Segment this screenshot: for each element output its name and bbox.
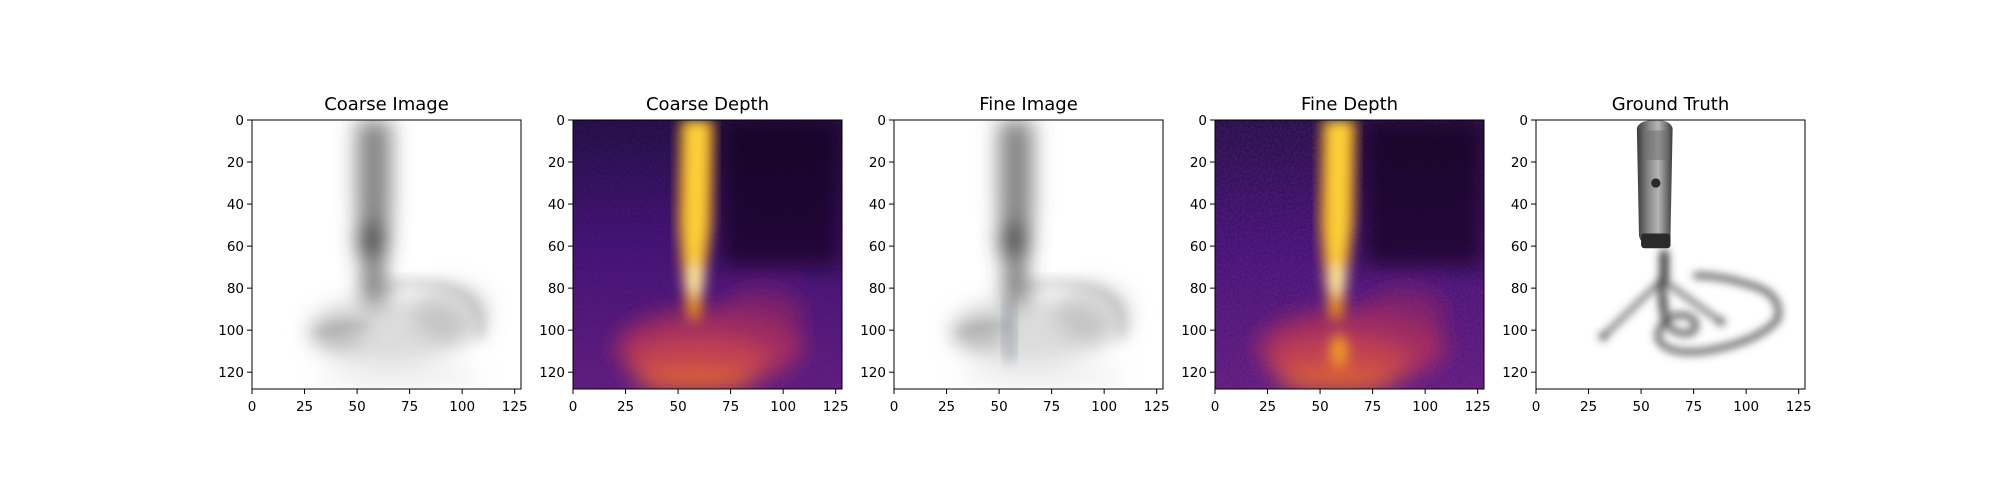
panel-coarse-depth: Coarse Depth 0 25 50 75 100 125 0 20 40 60 80 100 120 [539,94,848,415]
y-tick-label: 40 [1511,197,1528,213]
y-tick-label: 20 [869,155,886,171]
panel-title: Fine Image [979,94,1078,115]
x-tick-label: 100 [1412,399,1438,415]
y-tick-label: 0 [556,113,565,129]
panel-image [573,120,842,389]
panel-ground-truth: Ground Truth 0 25 50 75 100 125 0 20 40 60 80 100 120 [1502,94,1811,415]
y-tick-label: 120 [539,365,565,381]
y-tick-label: 60 [548,239,565,255]
y-tick-label: 0 [1519,113,1528,129]
x-tick-label: 50 [669,399,686,415]
panel-title: Ground Truth [1612,94,1730,115]
x-tick-label: 75 [722,399,739,415]
x-tick-label: 75 [1685,399,1702,415]
y-tick-label: 80 [227,281,244,297]
y-tick-label: 20 [227,155,244,171]
y-tick-label: 0 [877,113,886,129]
y-tick-label: 60 [1511,239,1528,255]
x-tick-label: 25 [938,399,955,415]
x-tick-label: 25 [617,399,634,415]
x-tick-label: 125 [823,399,849,415]
y-tick-label: 60 [1190,239,1207,255]
y-tick-label: 100 [860,323,886,339]
y-tick-label: 20 [548,155,565,171]
x-tick-label: 25 [1259,399,1276,415]
x-tick-label: 0 [1532,399,1541,415]
y-tick-label: 80 [1190,281,1207,297]
x-tick-label: 50 [348,399,365,415]
x-tick-label: 125 [502,399,528,415]
panel-fine-image: Fine Image 0 25 50 75 100 125 0 20 40 60 80 100 120 [860,94,1169,415]
y-tick-label: 20 [1511,155,1528,171]
y-tick-label: 60 [869,239,886,255]
x-tick-label: 50 [990,399,1007,415]
y-tick-label: 40 [227,197,244,213]
x-tick-label: 50 [1632,399,1649,415]
y-tick-label: 80 [1511,281,1528,297]
x-tick-label: 125 [1465,399,1491,415]
axes-frame [572,119,843,390]
x-tick-label: 0 [890,399,899,415]
x-tick-label: 75 [1364,399,1381,415]
x-tick-label: 125 [1786,399,1812,415]
x-tick-label: 0 [1211,399,1220,415]
y-tick-label: 100 [218,323,244,339]
axes-frame [893,119,1164,390]
y-tick-label: 0 [1198,113,1207,129]
x-tick-label: 75 [1043,399,1060,415]
y-tick-label: 120 [1502,365,1528,381]
y-tick-label: 60 [227,239,244,255]
panel-title: Coarse Image [324,94,449,115]
y-tick-label: 120 [218,365,244,381]
x-tick-label: 100 [770,399,796,415]
panel-image [252,120,521,389]
x-tick-label: 25 [296,399,313,415]
axes-frame [1535,119,1806,390]
panel-image [1215,120,1484,389]
panel-image [894,120,1163,389]
x-tick-label: 50 [1311,399,1328,415]
axes-frame [1214,119,1485,390]
y-tick-label: 20 [1190,155,1207,171]
y-tick-label: 100 [1502,323,1528,339]
panel-image [1536,120,1805,389]
x-tick-label: 125 [1144,399,1170,415]
panel-title: Coarse Depth [646,94,769,115]
y-tick-label: 120 [860,365,886,381]
axes-frame [251,119,522,390]
x-tick-label: 0 [569,399,578,415]
y-tick-label: 0 [235,113,244,129]
x-tick-label: 75 [401,399,418,415]
panel-coarse-image: Coarse Image 0 25 50 75 100 125 0 20 40 60 80 100 120 [218,94,527,415]
x-tick-label: 100 [1733,399,1759,415]
y-tick-label: 120 [1181,365,1207,381]
y-tick-label: 40 [548,197,565,213]
panel-title: Fine Depth [1301,94,1398,115]
x-tick-label: 25 [1580,399,1597,415]
x-tick-label: 100 [1091,399,1117,415]
x-tick-label: 0 [248,399,257,415]
y-tick-label: 40 [1190,197,1207,213]
y-tick-label: 100 [539,323,565,339]
y-tick-label: 100 [1181,323,1207,339]
y-tick-label: 40 [869,197,886,213]
y-tick-label: 80 [869,281,886,297]
panel-fine-depth: Fine Depth 0 25 50 75 100 125 0 20 40 60 80 100 120 [1181,94,1490,415]
y-tick-label: 80 [548,281,565,297]
x-tick-label: 100 [449,399,475,415]
